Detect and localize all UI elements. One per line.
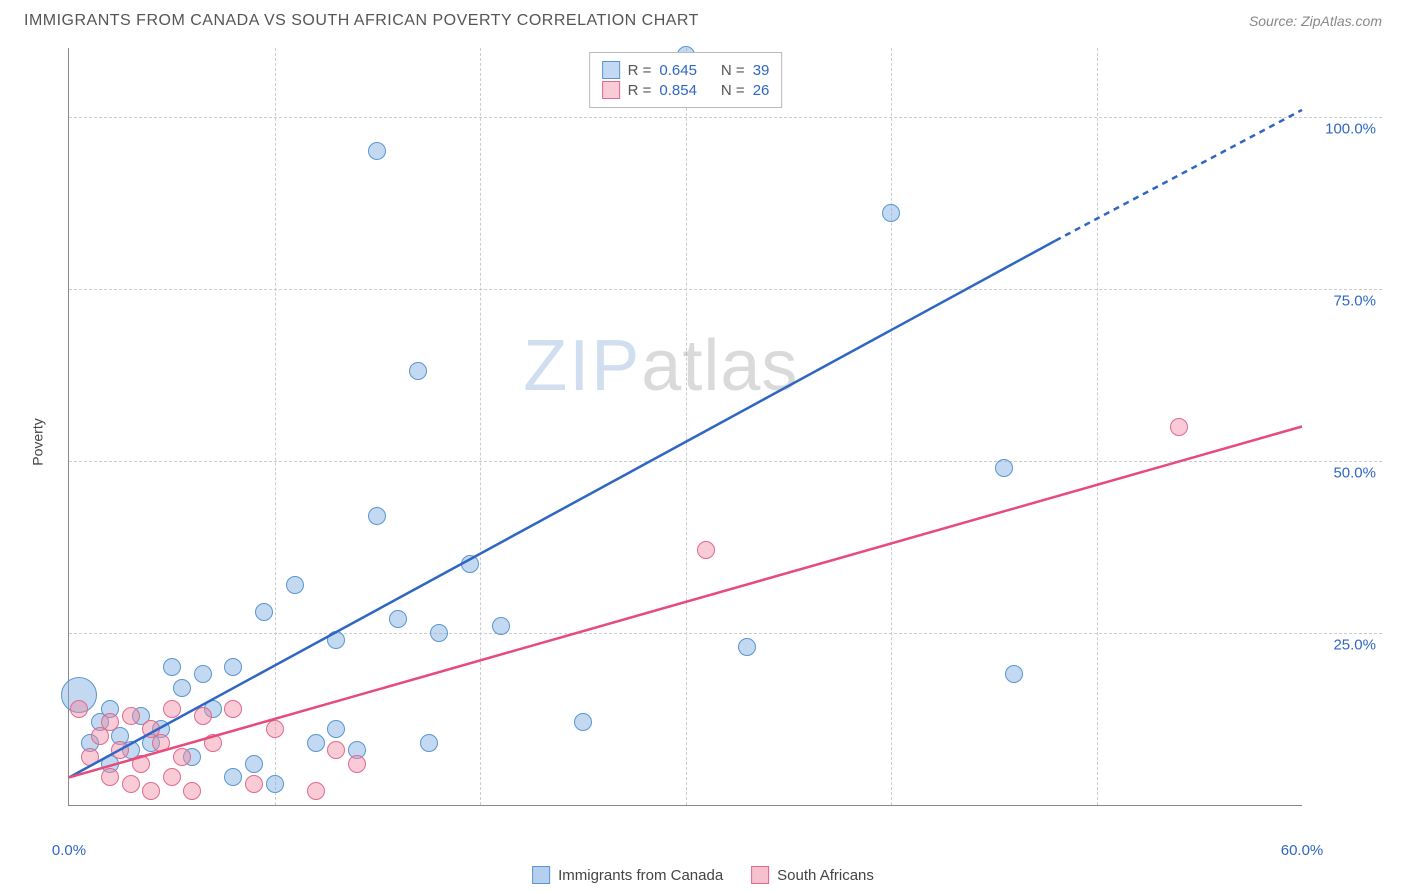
data-point <box>266 775 284 793</box>
source-attribution: Source: ZipAtlas.com <box>1249 13 1382 29</box>
data-point <box>70 700 88 718</box>
data-point <box>163 700 181 718</box>
y-tick-label: 75.0% <box>1333 292 1376 309</box>
series-legend: Immigrants from Canada South Africans <box>532 866 874 884</box>
y-axis-label: Poverty <box>30 418 46 465</box>
legend-swatch <box>751 866 769 884</box>
gridline-horizontal <box>69 461 1382 462</box>
y-tick-label: 25.0% <box>1333 636 1376 653</box>
data-point <box>492 617 510 635</box>
legend-item: Immigrants from Canada <box>532 866 723 884</box>
legend-swatch <box>532 866 550 884</box>
data-point <box>101 768 119 786</box>
gridline-horizontal <box>69 117 1382 118</box>
data-point <box>101 713 119 731</box>
data-point <box>245 755 263 773</box>
data-point <box>224 768 242 786</box>
data-point <box>995 459 1013 477</box>
gridline-horizontal <box>69 289 1382 290</box>
data-point <box>183 782 201 800</box>
data-point <box>738 638 756 656</box>
y-tick-label: 50.0% <box>1333 464 1376 481</box>
data-point <box>307 734 325 752</box>
data-point <box>327 631 345 649</box>
data-point <box>224 658 242 676</box>
y-tick-label: 100.0% <box>1325 120 1376 137</box>
data-point <box>327 741 345 759</box>
data-point <box>152 734 170 752</box>
data-point <box>81 748 99 766</box>
data-point <box>204 734 222 752</box>
data-point <box>697 541 715 559</box>
data-point <box>420 734 438 752</box>
data-point <box>122 775 140 793</box>
correlation-legend: R =0.645N =39 R =0.854N =26 <box>589 52 783 108</box>
legend-label: Immigrants from Canada <box>558 867 723 884</box>
data-point <box>368 142 386 160</box>
legend-swatch <box>602 61 620 79</box>
data-point <box>132 755 150 773</box>
data-point <box>255 603 273 621</box>
legend-row: R =0.854N =26 <box>602 81 770 99</box>
gridline-vertical <box>891 48 892 805</box>
data-point <box>286 576 304 594</box>
gridline-vertical <box>480 48 481 805</box>
gridline-vertical <box>686 48 687 805</box>
data-point <box>389 610 407 628</box>
data-point <box>348 755 366 773</box>
plot-area: ZIPatlas R =0.645N =39R =0.854N =26 25.0… <box>68 48 1302 806</box>
data-point <box>1005 665 1023 683</box>
data-point <box>1170 418 1188 436</box>
data-point <box>882 204 900 222</box>
legend-row: R =0.645N =39 <box>602 61 770 79</box>
gridline-vertical <box>275 48 276 805</box>
x-tick-label: 0.0% <box>52 842 86 859</box>
data-point <box>409 362 427 380</box>
data-point <box>194 707 212 725</box>
data-point <box>245 775 263 793</box>
data-point <box>111 741 129 759</box>
x-tick-label: 60.0% <box>1281 842 1324 859</box>
data-point <box>430 624 448 642</box>
chart-container: Poverty ZIPatlas R =0.645N =39R =0.854N … <box>48 48 1382 836</box>
gridline-vertical <box>1097 48 1098 805</box>
data-point <box>163 658 181 676</box>
data-point <box>224 700 242 718</box>
data-point <box>194 665 212 683</box>
data-point <box>368 507 386 525</box>
legend-item: South Africans <box>751 866 874 884</box>
data-point <box>266 720 284 738</box>
data-point <box>173 679 191 697</box>
legend-label: South Africans <box>777 867 874 884</box>
gridline-horizontal <box>69 633 1382 634</box>
chart-title: IMMIGRANTS FROM CANADA VS SOUTH AFRICAN … <box>24 12 699 30</box>
data-point <box>142 782 160 800</box>
watermark: ZIPatlas <box>523 325 798 407</box>
data-point <box>574 713 592 731</box>
data-point <box>307 782 325 800</box>
data-point <box>173 748 191 766</box>
data-point <box>122 707 140 725</box>
legend-swatch <box>602 81 620 99</box>
data-point <box>327 720 345 738</box>
data-point <box>461 555 479 573</box>
data-point <box>163 768 181 786</box>
